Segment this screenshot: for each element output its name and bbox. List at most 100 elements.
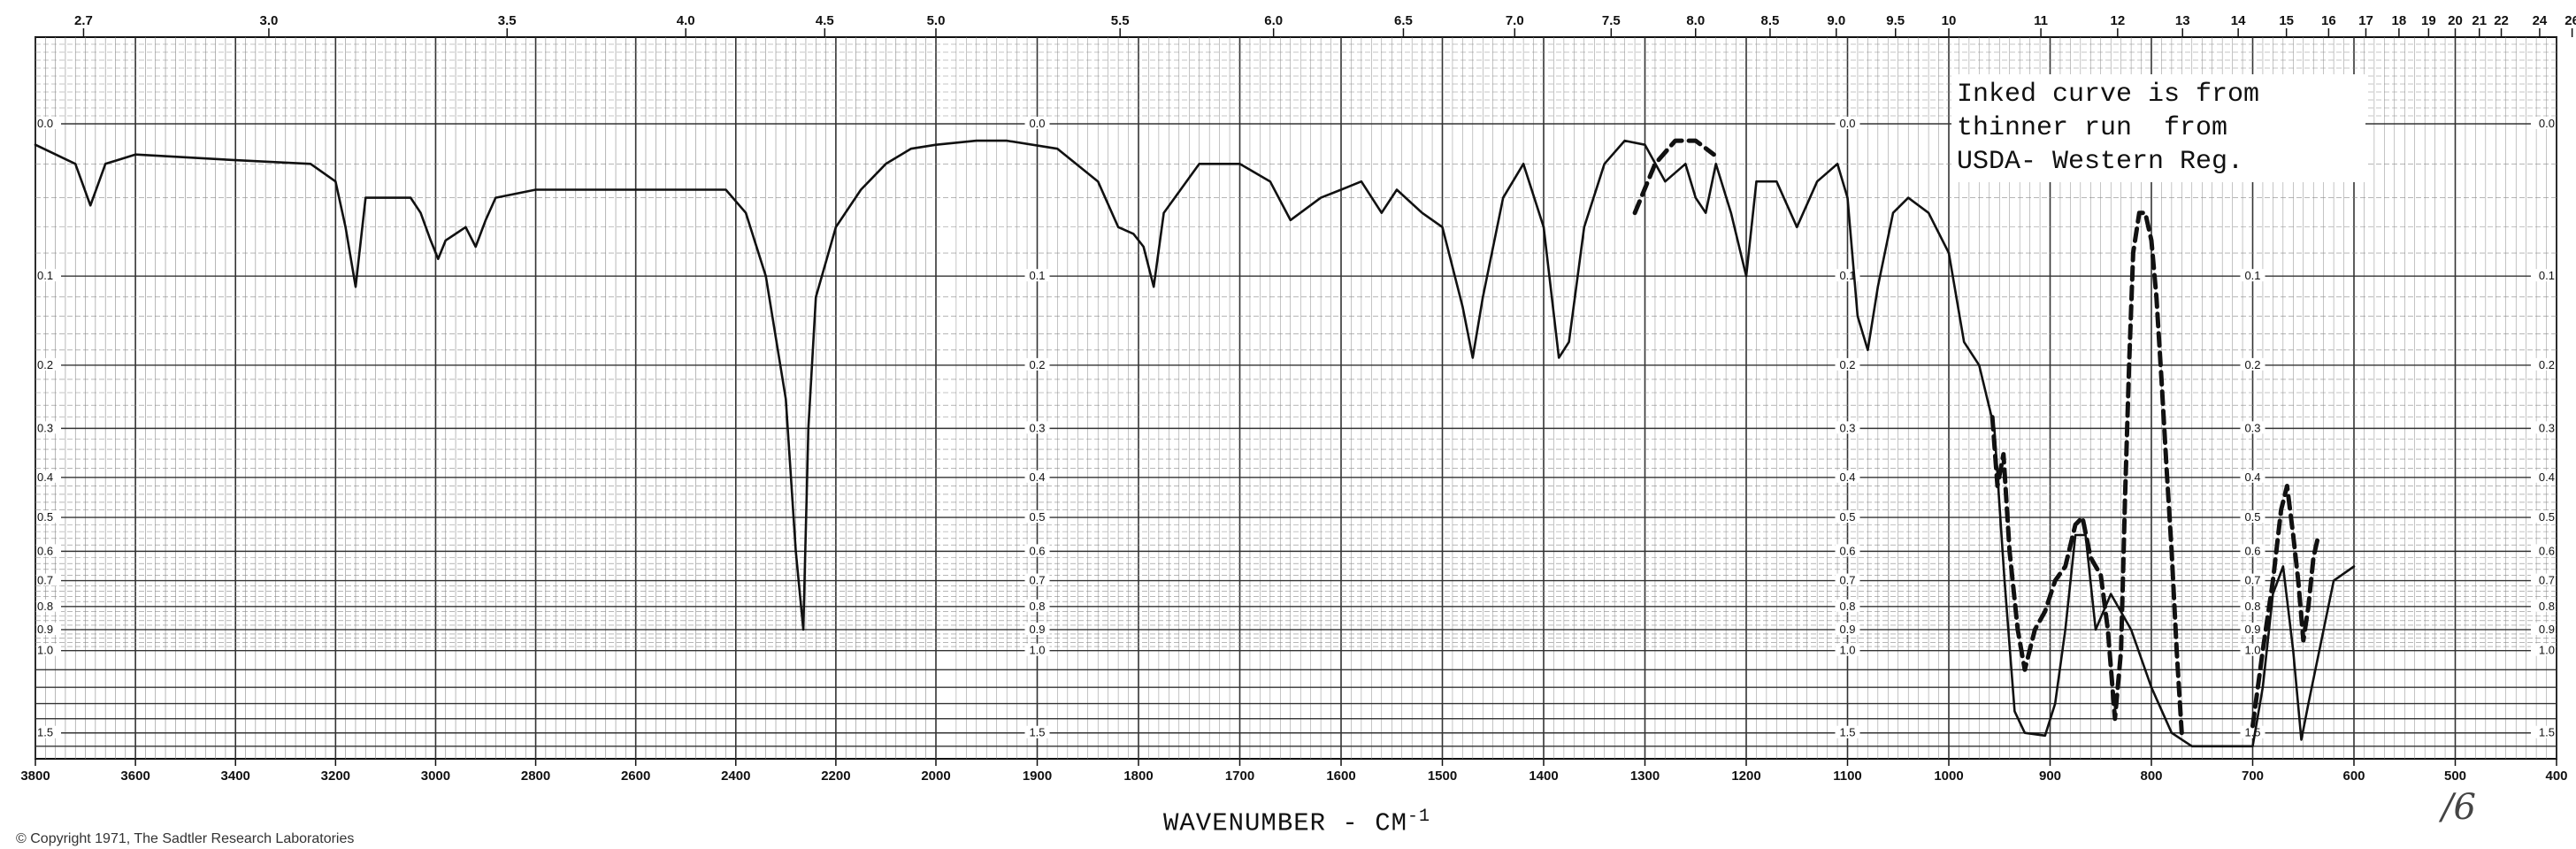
absorbance-label-bg: [1835, 622, 1860, 635]
micron-tick-label: 2.7: [74, 13, 93, 28]
absorbance-tick-label: 0.3: [37, 421, 53, 434]
inked-curve-line: [2250, 484, 2321, 729]
absorbance-label-bg: [2240, 544, 2266, 557]
absorbance-tick-label: 0.3: [1029, 421, 1045, 434]
absorbance-tick-label: 0.6: [37, 544, 53, 557]
absorbance-label-bg: [2240, 643, 2266, 656]
micron-tick-label: 6.5: [1394, 13, 1413, 28]
micron-tick-label: 16: [2321, 13, 2336, 28]
absorbance-tick-label: 0.4: [1839, 470, 1855, 484]
wavenumber-tick-label: 1600: [1326, 769, 1355, 784]
copyright-text: © Copyright 1971, The Sadtler Research L…: [16, 831, 355, 846]
absorbance-label-bg: [2531, 573, 2556, 586]
absorbance-tick-label: 0.9: [2539, 623, 2555, 636]
absorbance-label-bg: [36, 421, 61, 434]
wavenumber-tick-label: 1300: [1630, 769, 1660, 784]
wavenumber-tick-label: 600: [2342, 769, 2365, 784]
absorbance-tick-label: 0.8: [37, 600, 53, 613]
absorbance-tick-label: 0.6: [1029, 544, 1045, 557]
absorbance-label-bg: [36, 725, 61, 738]
absorbance-tick-label: 1.0: [2539, 644, 2555, 657]
absorbance-label-bg: [1835, 725, 1860, 738]
absorbance-tick-label: 0.8: [1839, 600, 1855, 613]
absorbance-tick-label: 0.7: [2244, 574, 2260, 587]
absorbance-label-bg: [2240, 357, 2266, 371]
absorbance-tick-label: 0.6: [2244, 544, 2260, 557]
wavenumber-tick-label: 2800: [521, 769, 550, 784]
absorbance-label-bg: [1024, 725, 1050, 738]
wavenumber-tick-label: 1400: [1529, 769, 1558, 784]
absorbance-label-bg: [1024, 470, 1050, 483]
absorbance-label-bg: [2240, 573, 2266, 586]
wavenumber-tick-label: 800: [2140, 769, 2162, 784]
wavenumber-tick-label: 3000: [421, 769, 450, 784]
absorbance-tick-label: 0.8: [2539, 600, 2555, 613]
absorbance-label-bg: [2531, 117, 2556, 129]
micron-tick-label: 11: [2034, 13, 2048, 28]
micron-tick-label: 5.5: [1111, 13, 1130, 28]
micron-tick-label: 3.5: [498, 13, 517, 28]
absorbance-tick-label: 0.3: [1839, 421, 1855, 434]
micron-tick-label: 3.0: [259, 13, 278, 28]
absorbance-label-bg: [36, 470, 61, 483]
absorbance-label-bg: [1835, 357, 1860, 371]
absorbance-label-bg: [2240, 725, 2266, 738]
absorbance-label-bg: [1835, 470, 1860, 483]
absorbance-tick-label: 0.5: [1029, 510, 1045, 524]
micron-tick-label: 22: [2494, 13, 2509, 28]
absorbance-tick-label: 0.3: [2539, 421, 2555, 434]
absorbance-label-bg: [1024, 117, 1050, 129]
absorbance-label-bg: [36, 510, 61, 524]
absorbance-axis: 0.0 0.1 0.2 0.3 0.4 0.5 0.6 0.7 0.8 0.9 1.0 1.5 0.0 0…: [36, 117, 2556, 739]
absorbance-tick-label: 0.6: [1839, 544, 1855, 557]
micron-tick-label: 9.5: [1886, 13, 1905, 28]
absorbance-label-bg: [2531, 421, 2556, 434]
wavenumber-tick-label: 500: [2444, 769, 2466, 784]
inked-curve-line: [1632, 138, 1716, 216]
absorbance-tick-label: 0.7: [1029, 574, 1045, 587]
absorbance-tick-label: 0.0: [37, 117, 53, 130]
absorbance-label-bg: [1024, 421, 1050, 434]
absorbance-tick-label: 0.7: [37, 574, 53, 587]
absorbance-label-bg: [2531, 725, 2556, 738]
absorbance-label-bg: [1835, 510, 1860, 524]
micron-tick-label: 5.0: [927, 13, 946, 28]
absorbance-tick-label: 0.8: [1029, 600, 1045, 613]
handwritten-mark: /6: [2442, 787, 2476, 828]
absorbance-tick-label: 0.0: [2539, 117, 2555, 130]
absorbance-label-bg: [36, 544, 61, 557]
micron-tick-label: 7.5: [1602, 13, 1621, 28]
absorbance-label-bg: [1835, 643, 1860, 656]
absorbance-label-bg: [1835, 544, 1860, 557]
absorbance-label-bg: [1024, 573, 1050, 586]
absorbance-label-bg: [2240, 599, 2266, 612]
micron-tick-label: 19: [2421, 13, 2436, 28]
micron-axis: 2.7 3.0 3.5 4.0 4.5 5.0 5.5 6.0 6.5 7.0 7.5 8.0 8.5 9…: [74, 13, 2576, 37]
wavenumber-tick-label: 2600: [621, 769, 650, 784]
absorbance-tick-label: 0.7: [2539, 574, 2555, 587]
absorbance-label-bg: [2531, 643, 2556, 656]
micron-tick-label: 14: [2231, 13, 2246, 28]
absorbance-label-bg: [36, 643, 61, 656]
absorbance-tick-label: 1.0: [1839, 644, 1855, 657]
wavenumber-axis: 3800 3600 3400 3200 3000 2800 2600 2400 2200 2000…: [20, 759, 2568, 784]
absorbance-label-bg: [36, 599, 61, 612]
absorbance-tick-label: 0.2: [37, 358, 53, 371]
absorbance-label-bg: [2531, 269, 2556, 282]
absorbance-label-bg: [1835, 573, 1860, 586]
spectrum-line: [34, 139, 2356, 748]
absorbance-tick-label: 0.5: [37, 510, 53, 524]
absorbance-label-bg: [1024, 269, 1050, 282]
micron-tick-label: 8.0: [1686, 13, 1705, 28]
micron-tick-label: 4.5: [816, 13, 834, 28]
wavenumber-tick-label: 3600: [120, 769, 150, 784]
absorbance-label-bg: [1835, 117, 1860, 129]
wavenumber-tick-label: 1900: [1023, 769, 1052, 784]
wavenumber-tick-label: 3200: [321, 769, 350, 784]
absorbance-tick-label: 1.5: [2539, 726, 2555, 739]
micron-tick-label: 17: [2358, 13, 2373, 28]
inked-curve-line: [1990, 210, 2184, 736]
wavenumber-tick-label: 900: [2039, 769, 2061, 784]
absorbance-label-bg: [36, 357, 61, 371]
wavenumber-tick-label: 1500: [1428, 769, 1457, 784]
